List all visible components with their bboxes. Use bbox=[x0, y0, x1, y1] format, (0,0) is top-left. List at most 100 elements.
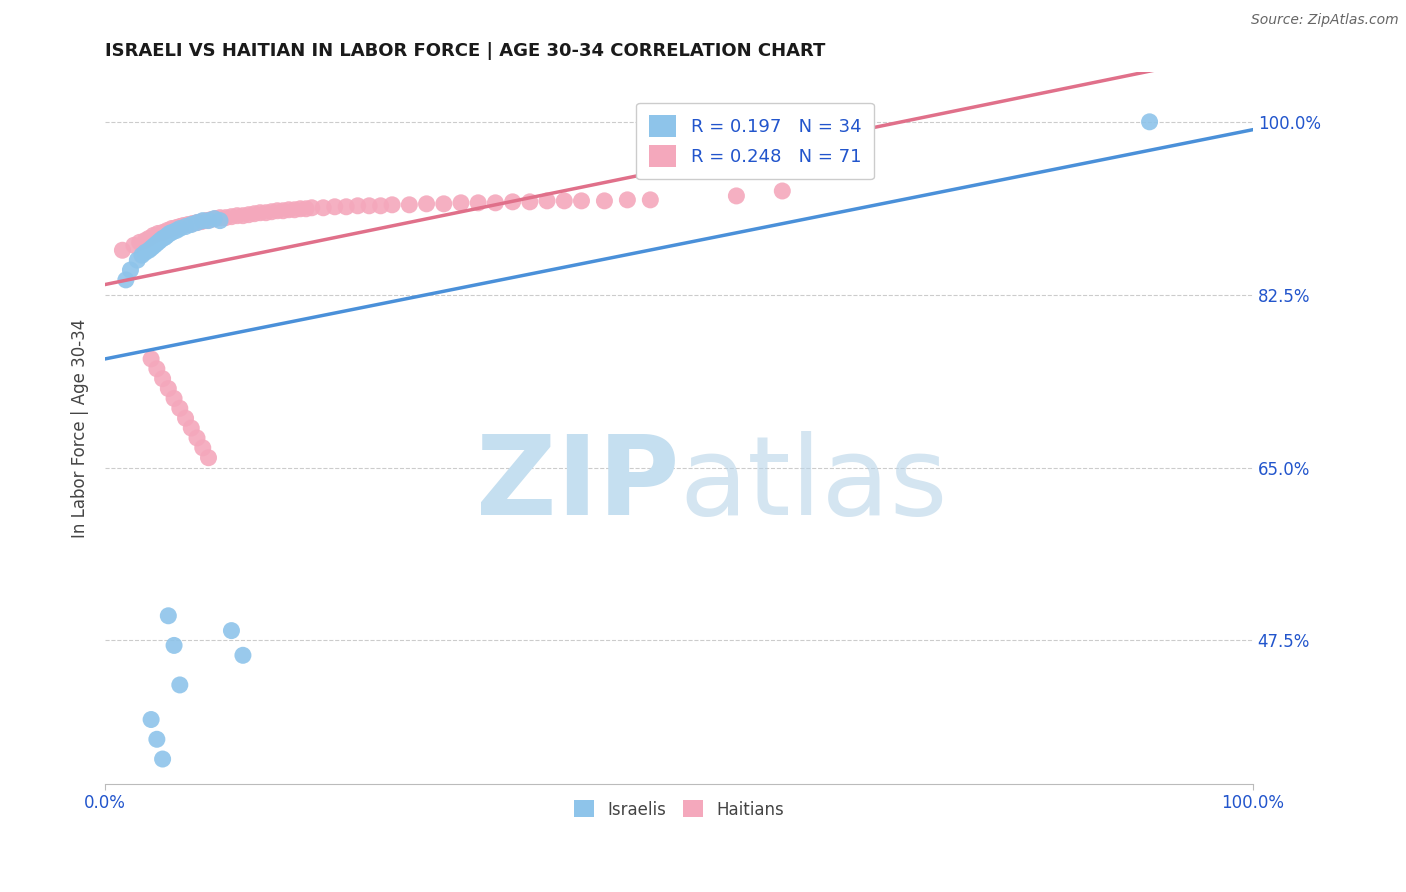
Point bbox=[191, 213, 214, 227]
Point bbox=[174, 219, 197, 234]
Point bbox=[197, 450, 219, 465]
Point bbox=[156, 223, 179, 237]
Point bbox=[238, 208, 260, 222]
Text: ISRAELI VS HAITIAN IN LABOR FORCE | AGE 30-34 CORRELATION CHART: ISRAELI VS HAITIAN IN LABOR FORCE | AGE … bbox=[105, 42, 825, 60]
Point bbox=[226, 209, 249, 223]
Text: Source: ZipAtlas.com: Source: ZipAtlas.com bbox=[1251, 13, 1399, 28]
Point bbox=[249, 205, 271, 219]
Point bbox=[115, 273, 138, 287]
Point bbox=[323, 200, 346, 214]
Point bbox=[180, 421, 202, 435]
Point bbox=[271, 203, 294, 218]
Point bbox=[770, 184, 793, 198]
Point bbox=[152, 372, 174, 386]
Point bbox=[215, 211, 238, 225]
Point bbox=[111, 244, 134, 258]
Point bbox=[186, 216, 208, 230]
Point bbox=[191, 441, 214, 455]
Point bbox=[152, 226, 174, 240]
Point bbox=[174, 411, 197, 425]
Point bbox=[398, 198, 420, 212]
Point bbox=[200, 212, 222, 227]
Point bbox=[725, 189, 748, 203]
Point bbox=[134, 245, 156, 260]
Point bbox=[284, 202, 307, 217]
Point bbox=[208, 211, 231, 225]
Point bbox=[243, 207, 266, 221]
Point bbox=[157, 382, 180, 396]
Point bbox=[221, 624, 243, 638]
Point bbox=[152, 752, 174, 766]
Point bbox=[1139, 115, 1161, 129]
Point bbox=[153, 230, 176, 244]
Point bbox=[433, 196, 456, 211]
Point bbox=[190, 214, 212, 228]
Point bbox=[204, 211, 226, 226]
Point bbox=[186, 216, 208, 230]
Point bbox=[142, 239, 165, 253]
Point bbox=[165, 223, 187, 237]
Point bbox=[290, 202, 312, 216]
Point bbox=[202, 211, 225, 226]
Point bbox=[571, 194, 593, 208]
Point bbox=[593, 194, 616, 208]
Point bbox=[139, 241, 162, 255]
Point bbox=[346, 199, 368, 213]
Point bbox=[138, 244, 160, 258]
Text: atlas: atlas bbox=[679, 432, 948, 539]
Point bbox=[181, 217, 204, 231]
Point bbox=[139, 351, 162, 366]
Legend: Israelis, Haitians: Israelis, Haitians bbox=[568, 794, 790, 825]
Point bbox=[186, 431, 208, 445]
Point bbox=[146, 235, 169, 250]
Point bbox=[122, 238, 145, 252]
Point bbox=[131, 248, 153, 262]
Point bbox=[163, 392, 186, 406]
Point bbox=[156, 228, 179, 243]
Point bbox=[146, 227, 169, 241]
Point bbox=[335, 200, 357, 214]
Point bbox=[467, 195, 489, 210]
Point bbox=[616, 193, 638, 207]
Point bbox=[232, 209, 254, 223]
Point bbox=[301, 201, 323, 215]
Point bbox=[484, 195, 506, 210]
Point bbox=[152, 231, 174, 245]
Point bbox=[502, 194, 524, 209]
Point bbox=[254, 205, 277, 219]
Point bbox=[295, 202, 318, 216]
Point bbox=[197, 213, 219, 227]
Point bbox=[232, 648, 254, 663]
Point bbox=[519, 194, 541, 209]
Point bbox=[160, 221, 183, 235]
Point bbox=[359, 199, 381, 213]
Point bbox=[159, 227, 181, 241]
Point bbox=[536, 194, 558, 208]
Point bbox=[450, 195, 472, 210]
Point bbox=[142, 228, 165, 243]
Point bbox=[177, 218, 200, 232]
Y-axis label: In Labor Force | Age 30-34: In Labor Force | Age 30-34 bbox=[72, 318, 89, 538]
Point bbox=[172, 219, 194, 233]
Point bbox=[195, 213, 218, 227]
Point bbox=[415, 196, 437, 211]
Point bbox=[370, 199, 392, 213]
Point bbox=[127, 253, 149, 268]
Point bbox=[221, 210, 243, 224]
Point bbox=[120, 263, 142, 277]
Point bbox=[553, 194, 575, 208]
Point bbox=[169, 219, 191, 234]
Point bbox=[180, 218, 202, 232]
Point bbox=[149, 233, 172, 247]
Point bbox=[134, 233, 156, 247]
Point bbox=[260, 204, 283, 219]
Point bbox=[128, 235, 150, 250]
Point bbox=[312, 201, 335, 215]
Point bbox=[165, 220, 187, 235]
Point bbox=[169, 678, 191, 692]
Point bbox=[266, 203, 288, 218]
Point bbox=[160, 226, 183, 240]
Point bbox=[139, 713, 162, 727]
Point bbox=[163, 639, 186, 653]
Point bbox=[277, 202, 299, 217]
